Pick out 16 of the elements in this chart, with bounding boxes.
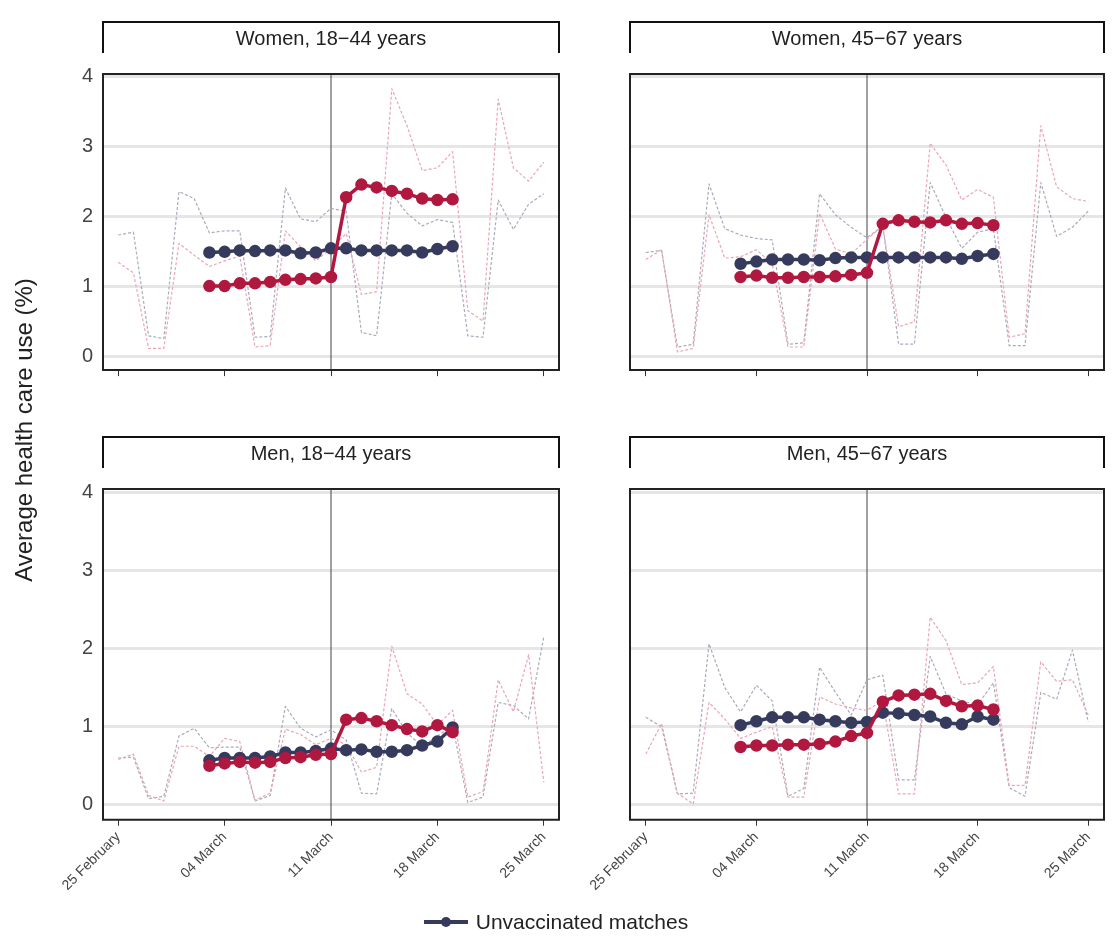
chart-title: Women, 18−44 years [102,21,560,53]
legend-label: Unvaccinated matches [475,910,689,934]
y-tick-label: 2 [81,636,93,659]
y-tick-label: 4 [81,64,93,87]
y-tick-label: 1 [81,714,93,737]
chart-title: Men, 18−44 years [102,436,560,468]
chart-title: Men, 45−67 years [629,436,1105,468]
y-tick-label: 1 [81,274,93,297]
chart-title: Women, 45−67 years [629,21,1105,53]
y-tick-label: 0 [81,344,93,367]
y-tick-label: 3 [81,134,93,157]
y-tick-label: 2 [81,204,93,227]
y-tick-label: 0 [81,792,93,815]
y-tick-label: 4 [81,479,93,502]
y-axis-title: Average health care use (%) [10,278,38,582]
y-tick-label: 3 [81,557,93,580]
